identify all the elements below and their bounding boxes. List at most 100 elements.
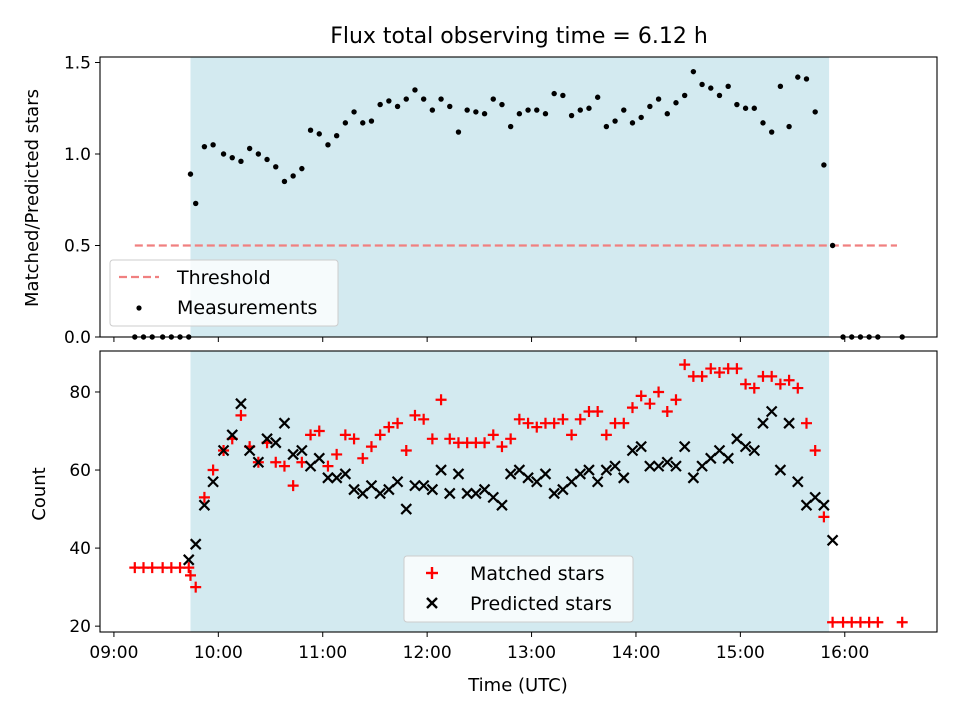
predicted-star-point [374, 487, 386, 500]
matched-star-point [426, 433, 438, 445]
y-tick-label: 0.5 [64, 236, 91, 256]
predicted-star-point [322, 472, 334, 484]
matched-star-point [444, 433, 456, 445]
matched-star-point [574, 413, 586, 425]
measurement-point [516, 111, 523, 117]
predicted-star-point [235, 397, 247, 410]
axes-frame-top [99, 56, 938, 338]
measurement-point [438, 96, 444, 102]
x-axis-label: Time (UTC) [467, 675, 568, 696]
measurement-point [795, 74, 801, 80]
matched-star-point [600, 429, 612, 441]
predicted-star-point [678, 440, 691, 453]
predicted-star-point [591, 475, 604, 488]
predicted-star-point [792, 475, 804, 488]
measurement-point [464, 107, 470, 113]
top-panel: Flux total observing time = 6.12 h 0.00.… [22, 24, 938, 348]
predicted-star-point [452, 468, 465, 480]
measurement-point [238, 158, 244, 165]
predicted-star-point [443, 487, 456, 500]
matched-star-point [146, 562, 158, 574]
measurement-point [473, 109, 479, 115]
matched-star-point [198, 491, 210, 503]
matched-star-point [809, 445, 821, 457]
x-axis-ticks-bottom: 09:00 10:00 11:00 12:00 13:00 14:00 15:00 16:00 [89, 632, 869, 663]
predicted-star-point [426, 483, 439, 496]
legend-predicted-label: Predicted stars [470, 593, 612, 615]
predicted-star-point [539, 468, 552, 480]
predicted-star-point [574, 468, 587, 480]
matched-star-point [774, 378, 786, 390]
matched-star-point [740, 378, 752, 390]
y-axis-ticks-bottom: 20 40 60 80 [69, 383, 100, 637]
measurement-point [629, 120, 636, 126]
measurement-point [455, 129, 462, 135]
measurement-point [447, 103, 453, 110]
measurement-point [621, 107, 627, 113]
measurement-point [594, 94, 601, 100]
y-tick-label: 1.0 [64, 145, 91, 165]
measurement-point [742, 105, 749, 111]
predicted-star-point [417, 479, 430, 492]
measurement-point [412, 87, 418, 93]
matched-star-point [479, 437, 491, 449]
predicted-star-point [670, 460, 682, 472]
predicted-star-point [774, 464, 787, 476]
measurement-point [716, 92, 723, 99]
matched-star-point [331, 448, 343, 460]
measurement-point [690, 68, 697, 75]
predicted-star-point [313, 452, 326, 465]
measurement-point [333, 132, 340, 139]
measurement-point [708, 85, 714, 91]
matched-star-point [313, 425, 325, 437]
measurement-point [525, 107, 531, 113]
measurement-point [568, 112, 575, 119]
matched-star-point [374, 429, 386, 441]
measurement-point [586, 105, 592, 111]
predicted-star-point [826, 534, 839, 547]
matched-star-point [661, 405, 673, 417]
matched-star-point [183, 562, 195, 574]
measurement-point [777, 83, 784, 89]
y-axis-ticks-top: 0.0 0.5 1.0 1.5 [64, 53, 100, 348]
predicted-star-point [635, 440, 647, 453]
predicted-star-point [652, 460, 665, 472]
legend-predicted-swatch [426, 597, 438, 609]
predicted-star-point [261, 433, 273, 445]
matched-stars-series [129, 359, 908, 628]
x-tick-label: 14:00 [611, 643, 660, 663]
measurement-point [351, 109, 357, 115]
matched-star-point [365, 441, 377, 453]
predicted-star-point [748, 444, 761, 457]
matched-star-point [896, 616, 908, 628]
measurement-point [220, 151, 227, 157]
predicted-star-point [722, 452, 734, 465]
legend-matched-swatch [426, 567, 438, 579]
measurement-point [201, 143, 208, 150]
predicted-star-point [548, 487, 560, 500]
predicted-star-point [182, 554, 195, 566]
legend-box-top [109, 259, 339, 327]
matched-star-point [383, 421, 395, 433]
predicted-star-point [765, 405, 778, 418]
matched-star-point [557, 413, 569, 425]
x-tick-label: 09:00 [89, 643, 138, 663]
measurement-point [760, 120, 766, 126]
matched-star-point [748, 382, 760, 394]
measurement-point [681, 92, 688, 99]
measurement-point [551, 90, 557, 97]
matched-star-point [618, 417, 630, 429]
measurement-point [560, 92, 566, 99]
measurement-point [187, 171, 194, 177]
measurement-point [246, 145, 253, 152]
measurement-point [429, 107, 436, 113]
measurement-point [803, 76, 810, 82]
matched-star-point [339, 429, 351, 441]
matched-star-point [435, 394, 447, 406]
predicted-star-point [217, 444, 230, 457]
measurement-point [325, 142, 331, 148]
predicted-star-point [644, 460, 656, 472]
y-axis-label-top: Matched/Predicted stars [22, 89, 43, 307]
measurement-point [647, 103, 653, 110]
measurement-point [229, 154, 235, 161]
